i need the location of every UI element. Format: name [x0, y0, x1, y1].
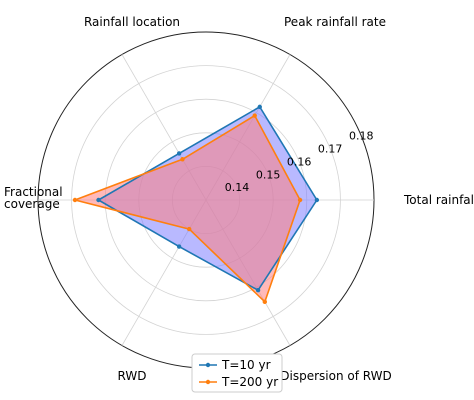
legend-marker-dot-t10	[205, 362, 211, 368]
category-label-1: Peak rainfall rate	[284, 15, 386, 29]
series-point-0-5	[255, 288, 261, 293]
tick-label-4: 0.18	[349, 130, 374, 143]
series-point-0-4	[176, 244, 182, 249]
category-label-4: RWD	[118, 369, 147, 383]
series-point-0-1	[257, 104, 262, 110]
category-label-5: Dispersion of RWD	[280, 369, 391, 383]
series-point-1-0	[297, 197, 303, 203]
legend-label-t200: T=200 yr	[221, 375, 278, 389]
legend-marker-dot-t200	[205, 379, 211, 385]
series-point-1-1	[252, 113, 257, 118]
tick-label-2: 0.16	[287, 155, 312, 168]
radar-labels: 0.14 0.15 0.16 0.17 0.18 Total rainfall Peak r…	[4, 15, 474, 383]
tick-label-3: 0.17	[318, 143, 343, 156]
series-point-1-3	[72, 197, 78, 203]
category-label-2: Rainfall location	[84, 15, 180, 29]
series-point-0-3	[96, 197, 101, 203]
legend-label-t10: T=10 yr	[221, 358, 271, 372]
series-area-1	[74, 115, 301, 302]
legend: T=10 yr T=200 yr	[191, 353, 283, 393]
series-point-0-2	[176, 151, 182, 156]
radar-series	[72, 104, 320, 305]
series-point-1-2	[180, 157, 185, 162]
tick-label-1: 0.15	[256, 168, 281, 181]
series-point-0-0	[314, 197, 320, 203]
series-point-1-5	[262, 299, 267, 305]
tick-label-0: 0.14	[225, 181, 250, 194]
series-point-1-4	[187, 226, 192, 232]
category-label-3: Fractional coverage	[4, 185, 63, 211]
category-label-0: Total rainfall	[403, 193, 474, 207]
